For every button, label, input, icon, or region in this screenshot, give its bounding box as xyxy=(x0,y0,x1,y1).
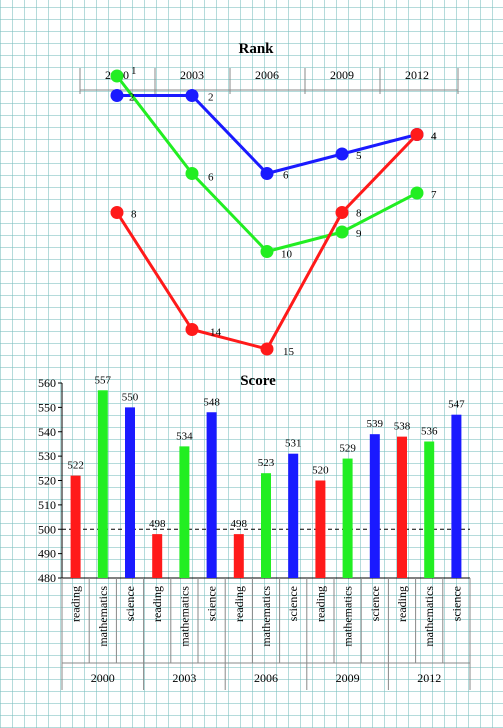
rank-data-label: 15 xyxy=(283,346,295,358)
score-group-label: 2000 xyxy=(91,671,115,685)
score-data-label: 536 xyxy=(421,426,438,438)
score-bar xyxy=(152,534,163,578)
rank-point xyxy=(110,206,124,219)
score-group-label: 2012 xyxy=(417,671,441,685)
score-category-label: mathematics xyxy=(259,586,273,647)
rank-data-label: 10 xyxy=(281,249,293,261)
rank-point xyxy=(260,342,274,356)
score-data-label: 498 xyxy=(231,518,248,530)
rank-x-tick-label: 2003 xyxy=(180,68,204,82)
score-y-tick-label: 530 xyxy=(38,449,56,463)
score-category-label: reading xyxy=(313,586,327,622)
rank-point xyxy=(410,186,424,200)
rank-data-label: 14 xyxy=(210,327,222,339)
score-category-label: mathematics xyxy=(422,586,436,647)
score-category-label: science xyxy=(286,586,300,621)
rank-x-tick-label: 2006 xyxy=(255,68,279,82)
rank-data-label: 4 xyxy=(431,131,437,143)
score-data-label: 523 xyxy=(258,457,275,469)
score-bar xyxy=(125,407,135,578)
score-bar xyxy=(233,534,244,578)
rank-data-label: 2 xyxy=(129,92,135,104)
score-category-label: science xyxy=(449,586,463,621)
score-category-label: science xyxy=(205,586,219,621)
rank-x-tick-label: 2009 xyxy=(330,68,354,82)
score-category-label: reading xyxy=(395,586,409,622)
score-category-label: mathematics xyxy=(341,586,355,647)
rank-point xyxy=(185,89,199,102)
score-data-label: 550 xyxy=(122,391,139,403)
score-bar xyxy=(342,458,353,578)
rank-point xyxy=(260,167,274,180)
rank-data-label: 8 xyxy=(131,209,137,221)
score-bar xyxy=(288,453,299,578)
rank-title: Rank xyxy=(238,41,274,57)
score-bar xyxy=(424,441,435,578)
rank-point xyxy=(110,89,124,102)
rank-point xyxy=(335,206,349,219)
score-data-label: 498 xyxy=(149,518,166,530)
rank-point xyxy=(185,323,199,336)
score-chart: Score 480 490 500 510 520 530 540 550 560 522 557… xyxy=(38,373,471,690)
score-group-label: 2003 xyxy=(172,671,196,685)
score-bar xyxy=(206,412,217,578)
rank-data-label: 2 xyxy=(208,92,214,104)
rank-point xyxy=(110,69,124,83)
score-bar xyxy=(179,446,190,578)
score-data-label: 547 xyxy=(448,399,465,411)
score-y-tick-label: 510 xyxy=(38,498,56,512)
rank-x-tick-label: 2012 xyxy=(405,68,429,82)
rank-data-label: 5 xyxy=(356,150,362,162)
score-bar xyxy=(451,414,462,578)
rank-data-label: 6 xyxy=(283,170,289,182)
score-category-label: mathematics xyxy=(177,586,191,647)
score-data-label: 548 xyxy=(203,396,220,408)
score-y-tick-label: 480 xyxy=(38,571,56,585)
rank-point xyxy=(260,245,274,258)
score-data-label: 538 xyxy=(394,421,411,433)
rank-series-line xyxy=(115,75,418,253)
score-bar xyxy=(70,475,81,578)
score-y-tick-label: 560 xyxy=(38,376,56,390)
score-bar xyxy=(397,436,407,578)
score-y-tick-label: 500 xyxy=(38,522,56,536)
score-data-label: 531 xyxy=(285,438,302,450)
score-data-label: 520 xyxy=(312,465,329,477)
score-bar xyxy=(261,473,271,578)
rank-data-label: 7 xyxy=(431,189,437,201)
score-data-label: 539 xyxy=(367,418,384,430)
score-category-label: science xyxy=(123,586,137,621)
rank-point xyxy=(335,147,349,161)
score-y-tick-label: 550 xyxy=(38,400,56,414)
score-data-label: 557 xyxy=(95,374,112,386)
score-category-label: mathematics xyxy=(96,586,110,647)
rank-point xyxy=(410,128,424,141)
score-data-label: 522 xyxy=(67,460,84,472)
score-category-label: reading xyxy=(232,586,246,622)
score-bar xyxy=(97,390,108,578)
rank-point xyxy=(335,225,349,239)
score-y-tick-label: 540 xyxy=(38,425,56,439)
score-group-label: 2006 xyxy=(254,671,278,685)
score-group-label: 2009 xyxy=(336,671,360,685)
rank-point xyxy=(185,167,199,180)
score-bar xyxy=(369,434,380,578)
score-bar xyxy=(315,480,326,578)
rank-data-label: 4 xyxy=(431,131,437,143)
score-title: Score xyxy=(240,373,276,389)
rank-data-label: 9 xyxy=(356,228,362,240)
score-category-label: science xyxy=(368,586,382,621)
score-category-label: reading xyxy=(150,586,164,622)
rank-data-label: 6 xyxy=(208,172,214,184)
score-category-label: reading xyxy=(69,586,83,622)
rank-series-line xyxy=(115,133,419,351)
score-y-tick-label: 490 xyxy=(38,547,56,561)
rank-data-label: 8 xyxy=(356,208,362,220)
score-data-label: 529 xyxy=(339,443,356,455)
rank-data-label: 1 xyxy=(131,65,137,77)
score-data-label: 534 xyxy=(176,430,193,442)
score-y-tick-label: 520 xyxy=(38,474,56,488)
